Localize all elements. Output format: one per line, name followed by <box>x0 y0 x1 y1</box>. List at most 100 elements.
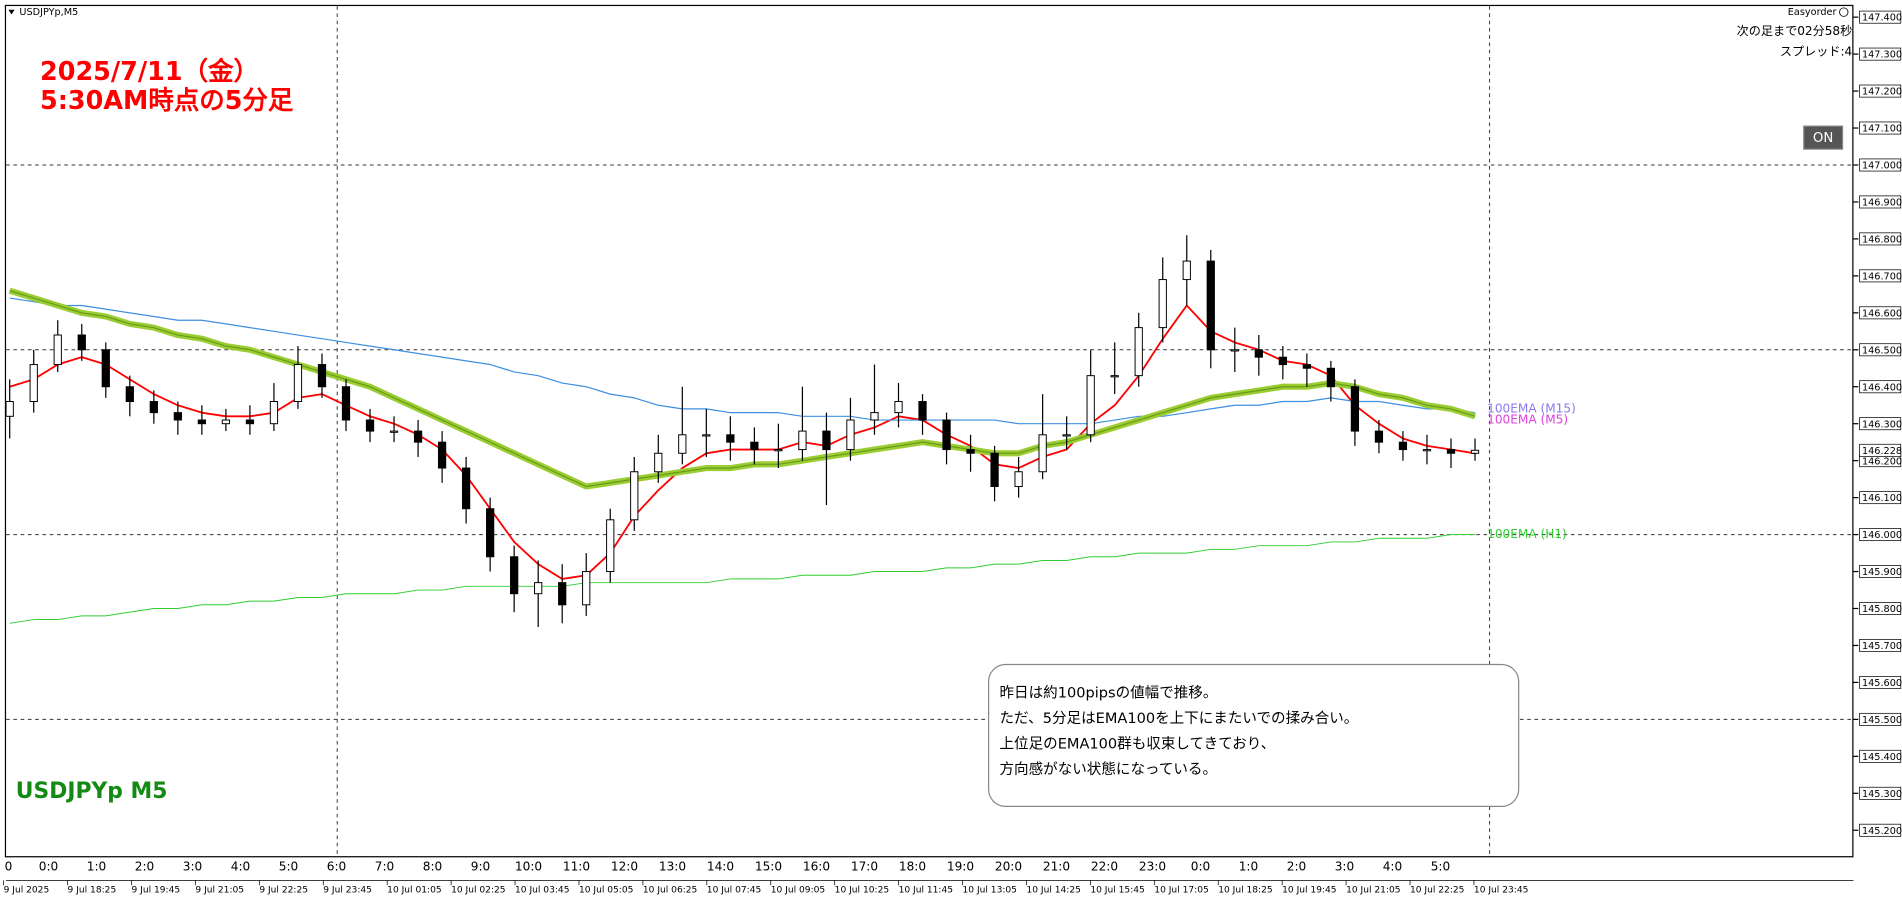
y-tick-box <box>1859 306 1902 320</box>
candle-body <box>365 419 375 432</box>
candle-body <box>822 430 831 451</box>
x-date-label: 10 Jul 05:05 <box>579 886 633 896</box>
candle-body <box>1326 367 1336 388</box>
candle-body <box>942 419 951 451</box>
candle-body <box>1398 441 1408 451</box>
y-tick-label: 146.500 <box>1862 345 1902 356</box>
annotation-line: 昨日は約100pipsの値幅で推移。 <box>1000 685 1218 702</box>
y-tick-box <box>1859 749 1902 763</box>
candle-body <box>1062 434 1071 437</box>
y-tick-box <box>1859 491 1902 505</box>
y-tick-label: 147.400 <box>1862 13 1902 24</box>
y-tick-label: 145.200 <box>1862 826 1902 837</box>
candle-body <box>149 401 158 414</box>
x-hour-label: 11:0 <box>563 860 590 874</box>
x-date-label: 10 Jul 13:05 <box>963 886 1017 896</box>
y-tick-label: 147.000 <box>1862 161 1902 172</box>
y-tick-label: 146.800 <box>1862 235 1902 246</box>
x-hour-label: 4:0 <box>1383 860 1403 874</box>
current-price-box <box>1859 443 1902 457</box>
x-date-label: 10 Jul 11:45 <box>899 886 953 896</box>
x-hour-label: 1:0 <box>87 860 107 874</box>
candle-body <box>654 452 663 473</box>
candle-body <box>5 401 14 417</box>
x-date-label: 10 Jul 17:05 <box>1154 886 1208 896</box>
x-date-label: 10 Jul 03:45 <box>515 886 569 896</box>
candle-body <box>1230 349 1239 352</box>
y-tick-label: 146.000 <box>1862 530 1902 541</box>
candle-body <box>1206 260 1215 351</box>
indicator-line-core <box>9 290 1476 488</box>
x-date-label: 10 Jul 06:25 <box>643 886 697 896</box>
x-date-label: 10 Jul 18:25 <box>1218 886 1272 896</box>
annotation-line: ただ、5分足はEMA100を上下にまたいでの揉み合い。 <box>1000 710 1359 727</box>
y-tick-label: 146.900 <box>1862 198 1902 209</box>
panel-title: Easyorder <box>1788 7 1837 18</box>
candle-body <box>1278 356 1287 366</box>
x-hour-label: 2:0 <box>1287 860 1307 874</box>
x-date-label: 10 Jul 07:45 <box>707 886 761 896</box>
y-tick-label: 145.900 <box>1862 567 1902 578</box>
candle-body <box>245 419 255 425</box>
y-tick-box <box>1859 269 1902 283</box>
chart-title: 2025/7/11（金） <box>40 57 259 87</box>
candle-body <box>1014 471 1023 488</box>
y-tick-box <box>1859 10 1902 24</box>
candle-body <box>894 401 903 414</box>
x-hour-label: 5:0 <box>279 860 299 874</box>
candle-body <box>990 452 999 488</box>
x-hour-label: 22:0 <box>1091 860 1118 874</box>
y-tick-label: 146.300 <box>1862 419 1902 430</box>
candle-body <box>269 401 279 425</box>
x-date-label: 9 Jul 2025 <box>4 886 50 896</box>
grid <box>6 164 1854 720</box>
annotation-line: 方向感がない状態になっている。 <box>1000 761 1218 778</box>
x-hour-label: 1:0 <box>1239 860 1259 874</box>
spread: スプレッド:4 <box>1780 45 1853 59</box>
menu-triangle[interactable] <box>8 9 15 15</box>
candle-body <box>101 349 110 388</box>
candle-body <box>774 449 783 452</box>
x-date-label: 10 Jul 10:25 <box>835 886 889 896</box>
x-date-label: 10 Jul 21:05 <box>1346 886 1400 896</box>
candle-body <box>1350 386 1360 432</box>
candle-body <box>702 434 711 437</box>
annotation-box <box>987 663 1520 808</box>
y-tick-box <box>1859 565 1902 578</box>
candle-body <box>413 430 423 443</box>
candle-body <box>1422 449 1432 452</box>
x-hour-label: 21:0 <box>1043 860 1070 874</box>
y-tick-box <box>1859 195 1902 209</box>
candle-body <box>486 508 495 558</box>
candle-body <box>966 449 975 454</box>
x-date-label: 10 Jul 15:45 <box>1090 886 1144 896</box>
on-button[interactable] <box>1803 125 1844 150</box>
y-tick-box <box>1859 47 1902 61</box>
y-tick-box <box>1859 343 1902 357</box>
on-button-label[interactable]: ON <box>1813 131 1833 146</box>
y-tick-box <box>1859 121 1902 135</box>
indicator-lines: 100EMA (M15)100EMA (M5) 100EMA (H1) <box>8 287 1576 624</box>
x-date-label: 10 Jul 09:05 <box>771 886 825 896</box>
x-date-label: 9 Jul 18:25 <box>68 886 117 896</box>
panel-close[interactable] <box>1839 7 1849 17</box>
x-hour-label: 6:0 <box>327 860 347 874</box>
candle-body <box>1302 364 1311 369</box>
candle-body <box>1446 449 1456 454</box>
x-hour-label: 5:0 <box>1431 860 1451 874</box>
x-date-label: 10 Jul 19:45 <box>1282 886 1336 896</box>
y-tick-box <box>1859 823 1902 837</box>
x-hour-label: 2:0 <box>135 860 155 874</box>
candle-body <box>125 386 134 403</box>
y-tick-box <box>1859 158 1902 172</box>
candle-body <box>630 471 639 521</box>
y-tick-label: 146.100 <box>1862 493 1902 504</box>
x-hour-label: 0:0 <box>1191 860 1211 874</box>
candle-body <box>1374 430 1384 443</box>
y-tick-label: 146.700 <box>1862 271 1902 282</box>
candle-body <box>389 430 399 433</box>
candle-body <box>77 334 86 351</box>
candle-body <box>1110 375 1119 378</box>
